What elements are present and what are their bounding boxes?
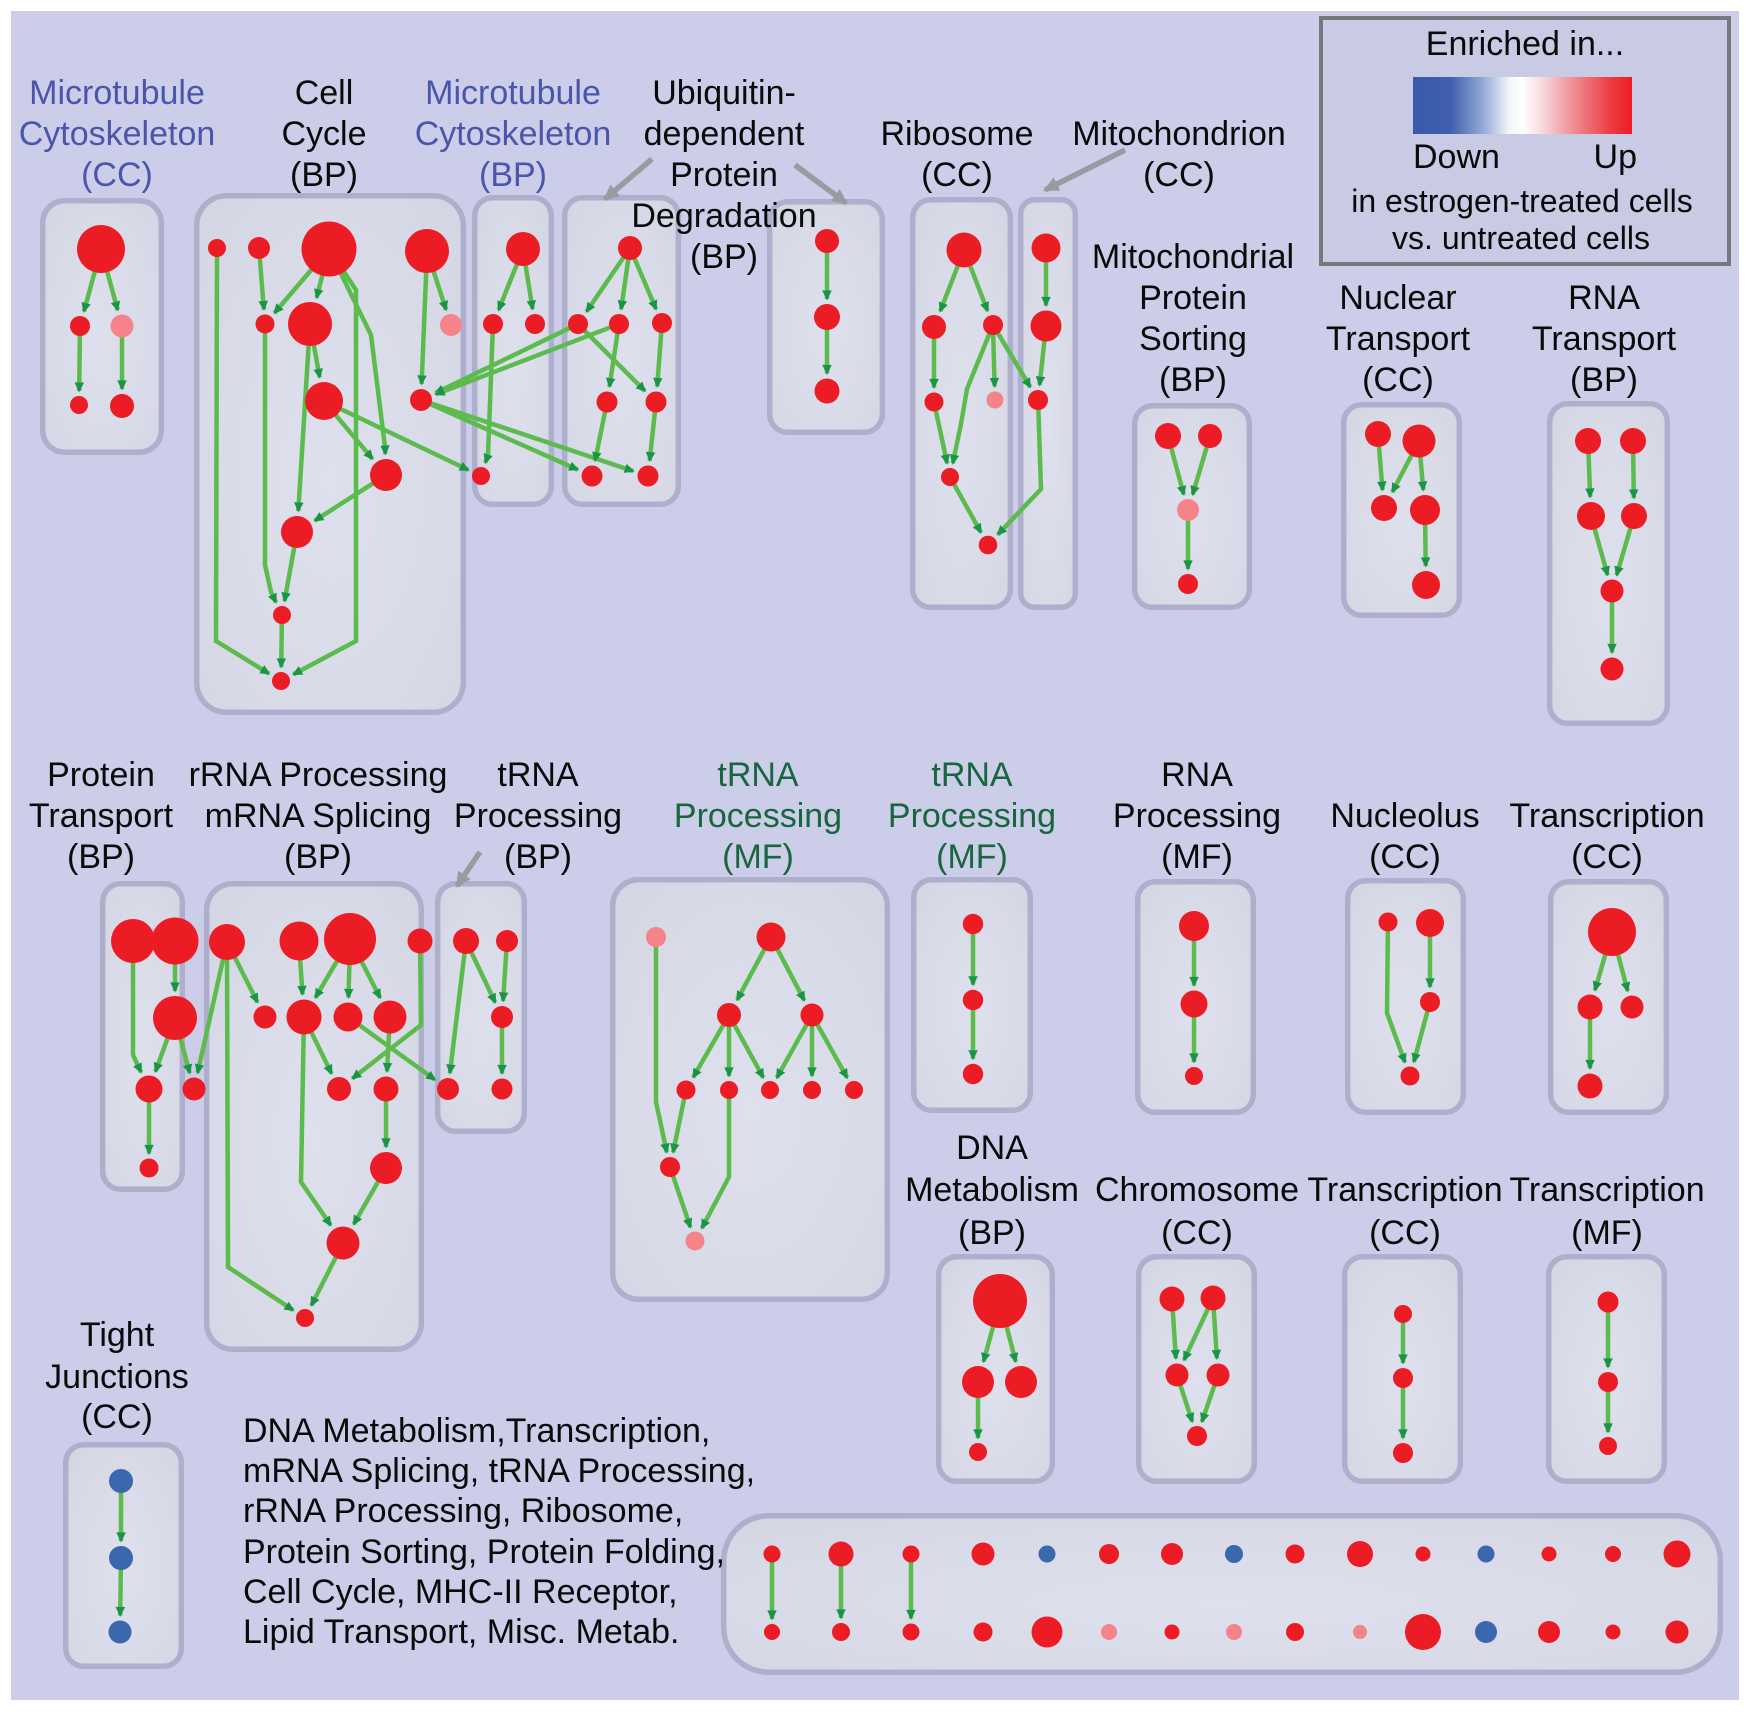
- svg-text:Transcription: Transcription: [1509, 797, 1704, 835]
- svg-text:(BP): (BP): [67, 838, 135, 876]
- svg-text:Mitochondrial: Mitochondrial: [1092, 238, 1294, 276]
- svg-text:(BP): (BP): [958, 1214, 1026, 1252]
- svg-text:Microtubule: Microtubule: [29, 74, 205, 112]
- svg-text:Ubiquitin-: Ubiquitin-: [652, 74, 796, 112]
- svg-text:Protein: Protein: [47, 756, 155, 794]
- svg-text:Microtubule: Microtubule: [425, 74, 601, 112]
- svg-text:Transcription: Transcription: [1509, 1171, 1704, 1209]
- svg-text:(BP): (BP): [1159, 361, 1227, 399]
- svg-text:Processing: Processing: [454, 797, 622, 835]
- svg-text:(MF): (MF): [936, 838, 1008, 876]
- svg-text:Processing: Processing: [888, 797, 1056, 835]
- svg-text:(CC): (CC): [1369, 838, 1441, 876]
- svg-text:tRNA: tRNA: [497, 756, 579, 794]
- svg-text:Tight: Tight: [80, 1316, 155, 1354]
- svg-text:(MF): (MF): [1571, 1214, 1643, 1252]
- svg-text:(MF): (MF): [1161, 838, 1233, 876]
- svg-text:rRNA Processing: rRNA Processing: [189, 756, 448, 794]
- svg-text:(CC): (CC): [1143, 156, 1215, 194]
- svg-text:(BP): (BP): [504, 838, 572, 876]
- svg-text:(BP): (BP): [284, 838, 352, 876]
- svg-text:Transport: Transport: [1326, 320, 1471, 358]
- svg-text:Enriched in...: Enriched in...: [1426, 25, 1624, 63]
- svg-text:mRNA Splicing: mRNA Splicing: [205, 797, 432, 835]
- svg-text:DNA: DNA: [956, 1129, 1028, 1167]
- svg-text:(MF): (MF): [722, 838, 794, 876]
- svg-text:Protein: Protein: [670, 156, 778, 194]
- svg-text:Cytoskeleton: Cytoskeleton: [415, 115, 612, 153]
- svg-text:Degradation: Degradation: [631, 197, 816, 235]
- svg-text:(CC): (CC): [81, 156, 153, 194]
- svg-text:Cytoskeleton: Cytoskeleton: [19, 115, 216, 153]
- svg-text:Mitochondrion: Mitochondrion: [1072, 115, 1286, 153]
- svg-text:tRNA: tRNA: [717, 756, 799, 794]
- svg-text:in estrogen-treated cells: in estrogen-treated cells: [1351, 183, 1693, 219]
- svg-text:DNA Metabolism,Transcription,: DNA Metabolism,Transcription,: [243, 1412, 710, 1450]
- svg-text:Chromosome: Chromosome: [1095, 1171, 1299, 1209]
- svg-text:Junctions: Junctions: [45, 1358, 189, 1396]
- svg-text:(BP): (BP): [290, 156, 358, 194]
- svg-text:Lipid Transport, Misc. Metab.: Lipid Transport, Misc. Metab.: [243, 1613, 680, 1651]
- svg-text:Nuclear: Nuclear: [1339, 279, 1456, 317]
- svg-text:Protein: Protein: [1139, 279, 1247, 317]
- svg-text:RNA: RNA: [1568, 279, 1640, 317]
- svg-text:Ribosome: Ribosome: [880, 115, 1033, 153]
- svg-text:(BP): (BP): [1570, 361, 1638, 399]
- svg-text:Nucleolus: Nucleolus: [1330, 797, 1479, 835]
- svg-text:(CC): (CC): [921, 156, 993, 194]
- svg-text:Cell Cycle, MHC-II Receptor,: Cell Cycle, MHC-II Receptor,: [243, 1573, 678, 1611]
- svg-text:rRNA Processing, Ribosome,: rRNA Processing, Ribosome,: [243, 1492, 683, 1530]
- svg-text:Transport: Transport: [1532, 320, 1677, 358]
- svg-text:Cell: Cell: [295, 74, 354, 112]
- svg-text:Sorting: Sorting: [1139, 320, 1247, 358]
- svg-text:(CC): (CC): [81, 1398, 153, 1436]
- svg-text:(CC): (CC): [1571, 838, 1643, 876]
- svg-text:Processing: Processing: [674, 797, 842, 835]
- svg-text:Transport: Transport: [29, 797, 174, 835]
- svg-text:(CC): (CC): [1369, 1214, 1441, 1252]
- svg-text:(BP): (BP): [479, 156, 547, 194]
- svg-text:Up: Up: [1594, 138, 1637, 176]
- svg-text:vs. untreated cells: vs. untreated cells: [1392, 220, 1650, 256]
- svg-text:Metabolism: Metabolism: [905, 1171, 1079, 1209]
- svg-text:Processing: Processing: [1113, 797, 1281, 835]
- svg-text:Down: Down: [1413, 138, 1500, 176]
- svg-text:tRNA: tRNA: [931, 756, 1013, 794]
- svg-text:mRNA Splicing, tRNA Processing: mRNA Splicing, tRNA Processing,: [243, 1452, 755, 1490]
- svg-text:RNA: RNA: [1161, 756, 1233, 794]
- svg-text:(CC): (CC): [1161, 1214, 1233, 1252]
- svg-text:Protein Sorting, Protein Foldi: Protein Sorting, Protein Folding,: [243, 1533, 725, 1571]
- svg-text:dependent: dependent: [644, 115, 805, 153]
- svg-text:(CC): (CC): [1362, 361, 1434, 399]
- svg-text:Transcription: Transcription: [1307, 1171, 1502, 1209]
- svg-text:Cycle: Cycle: [281, 115, 366, 153]
- svg-text:(BP): (BP): [690, 238, 758, 276]
